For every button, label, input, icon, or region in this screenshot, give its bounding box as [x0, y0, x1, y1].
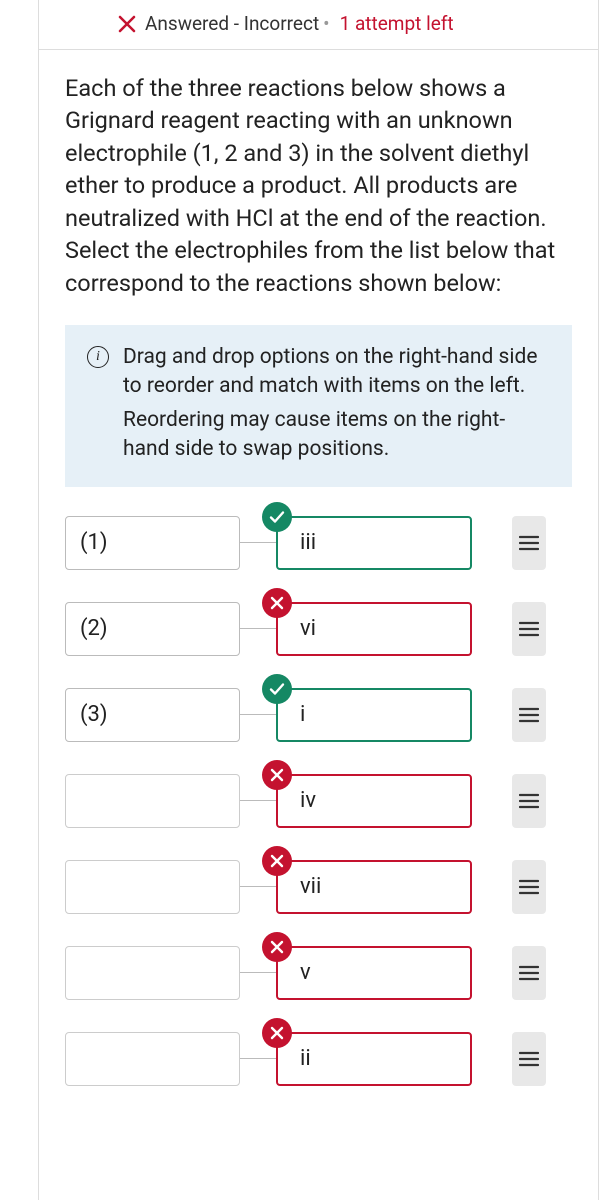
right-item-label: ii: [300, 1046, 311, 1071]
drag-handle[interactable]: [512, 516, 546, 570]
right-item-wrap[interactable]: iii: [276, 516, 472, 570]
status-separator: •: [323, 12, 329, 35]
right-item[interactable]: v: [276, 946, 472, 1000]
status-bar: Answered - Incorrect • 1 attempt left: [39, 0, 598, 50]
check-icon: [262, 674, 292, 704]
x-icon: [117, 14, 137, 34]
attempts-left: 1 attempt left: [340, 12, 454, 35]
match-row: (1) iii: [65, 511, 572, 575]
match-row: ii: [65, 1027, 572, 1091]
matching-area: (1) iii (2) vi: [39, 511, 598, 1091]
connector-line: [240, 972, 276, 973]
right-item-label: vi: [300, 616, 316, 641]
drag-handle[interactable]: [512, 602, 546, 656]
right-item-label: v: [300, 960, 311, 985]
x-icon: [262, 760, 292, 790]
right-item-wrap[interactable]: vi: [276, 602, 472, 656]
connector-line: [240, 628, 276, 629]
connector-line: [240, 800, 276, 801]
instruction-line1: Drag and drop options on the right-hand …: [123, 343, 550, 402]
right-item[interactable]: vii: [276, 860, 472, 914]
right-item-label: vii: [300, 874, 321, 899]
right-item[interactable]: iii: [276, 516, 472, 570]
x-icon: [262, 1018, 292, 1048]
right-item[interactable]: i: [276, 688, 472, 742]
drag-handle[interactable]: [512, 946, 546, 1000]
x-icon: [262, 932, 292, 962]
x-icon: [262, 588, 292, 618]
drag-handle[interactable]: [512, 1032, 546, 1086]
right-item[interactable]: ii: [276, 1032, 472, 1086]
match-row: (3) i: [65, 683, 572, 747]
info-icon: i: [87, 346, 109, 368]
left-item-empty: [65, 1032, 240, 1086]
check-icon: [262, 502, 292, 532]
left-item-empty: [65, 774, 240, 828]
match-row: (2) vi: [65, 597, 572, 661]
connector-line: [240, 1058, 276, 1059]
drag-handle[interactable]: [512, 688, 546, 742]
right-item-wrap[interactable]: i: [276, 688, 472, 742]
left-item: (3): [65, 688, 240, 742]
match-row: v: [65, 941, 572, 1005]
question-container: Answered - Incorrect • 1 attempt left Ea…: [38, 0, 599, 1200]
right-item[interactable]: iv: [276, 774, 472, 828]
x-icon: [262, 846, 292, 876]
status-label: Answered - Incorrect: [145, 12, 319, 35]
instruction-box: i Drag and drop options on the right-han…: [65, 325, 572, 487]
right-item[interactable]: vi: [276, 602, 472, 656]
question-text: Each of the three reactions below shows …: [39, 50, 598, 317]
left-item: (2): [65, 602, 240, 656]
instruction-line2: Reordering may cause items on the right-…: [123, 406, 550, 465]
right-item-wrap[interactable]: iv: [276, 774, 472, 828]
right-item-label: iii: [300, 530, 316, 555]
connector-line: [240, 886, 276, 887]
left-item-empty: [65, 946, 240, 1000]
right-item-wrap[interactable]: v: [276, 946, 472, 1000]
match-row: vii: [65, 855, 572, 919]
connector-line: [240, 714, 276, 715]
instruction-text: Drag and drop options on the right-hand …: [123, 343, 550, 469]
drag-handle[interactable]: [512, 774, 546, 828]
connector-line: [240, 542, 276, 543]
right-item-label: i: [300, 702, 305, 727]
right-item-label: iv: [300, 788, 316, 813]
left-item: (1): [65, 516, 240, 570]
right-item-wrap[interactable]: vii: [276, 860, 472, 914]
match-row: iv: [65, 769, 572, 833]
left-item-empty: [65, 860, 240, 914]
right-item-wrap[interactable]: ii: [276, 1032, 472, 1086]
drag-handle[interactable]: [512, 860, 546, 914]
